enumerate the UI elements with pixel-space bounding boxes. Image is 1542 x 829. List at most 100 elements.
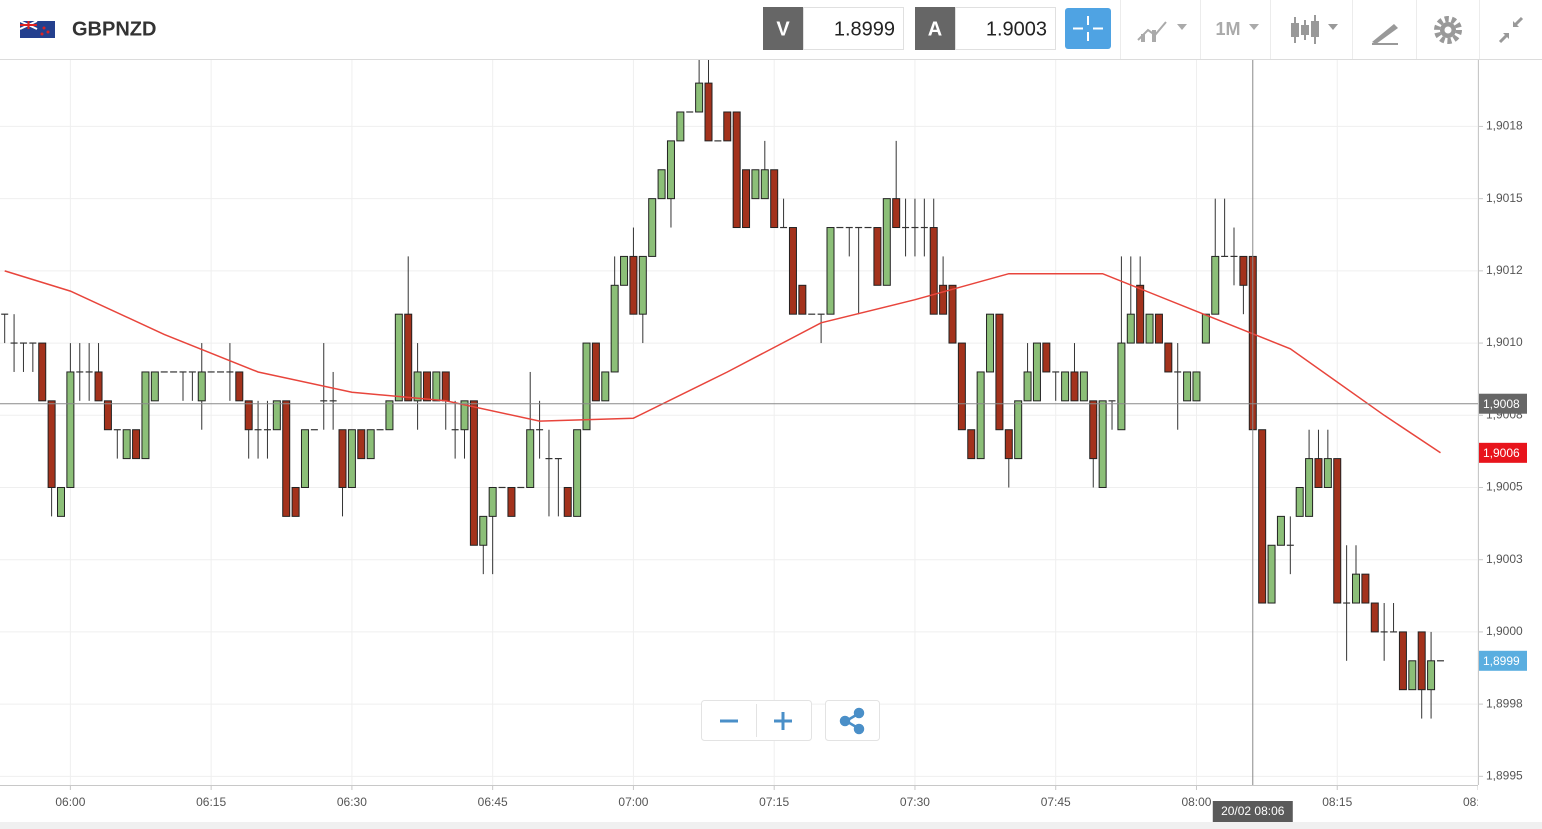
settings-button[interactable] <box>1434 16 1462 44</box>
bid-badge[interactable] <box>763 7 803 50</box>
candle-body <box>1211 255 1220 315</box>
candle-body <box>1201 313 1210 344</box>
candle-body <box>1408 660 1417 691</box>
symbol: GBPNZD <box>72 18 156 40</box>
x-tick-label: 07:45 <box>1041 795 1071 809</box>
y-tick-label: 1,9012 <box>1486 263 1523 277</box>
candle-body <box>1370 602 1379 633</box>
candle-body <box>526 429 535 488</box>
candle-body <box>385 400 394 431</box>
candle-body <box>141 371 150 460</box>
bid-box[interactable] <box>803 7 904 50</box>
candle-body <box>282 400 291 517</box>
moving-average <box>4 270 1441 454</box>
ask-badge[interactable] <box>915 7 955 50</box>
candle-body <box>742 169 751 229</box>
x-tick-label: 07:00 <box>618 795 648 809</box>
y-tick-label: 1,8998 <box>1486 696 1523 710</box>
candle-body <box>38 342 47 402</box>
candle-body <box>347 429 356 488</box>
ask-box[interactable] <box>955 7 1056 50</box>
collapse-button[interactable] <box>1498 16 1524 44</box>
candle-body <box>620 255 629 286</box>
candle-body <box>1323 458 1332 488</box>
candle-body <box>366 429 375 460</box>
candle-body <box>892 198 901 229</box>
candle-body <box>479 515 488 546</box>
candle-body <box>132 429 141 460</box>
candle-body <box>197 371 206 402</box>
candle-body <box>826 227 835 315</box>
candle-body <box>882 198 891 286</box>
candle-body <box>422 371 431 402</box>
candle-body <box>300 429 309 488</box>
candle-body <box>629 255 638 315</box>
toolbar-separators <box>1120 0 1480 59</box>
candle-body <box>873 227 882 286</box>
x-tick-label: 06:45 <box>478 795 508 809</box>
candle-body <box>1333 458 1342 604</box>
x-tick-label: 06:00 <box>55 795 85 809</box>
price-label: 1,9006 <box>1483 446 1520 460</box>
candle-body <box>460 400 469 431</box>
candle-body <box>657 169 666 200</box>
crosshair-x-box <box>1212 801 1293 822</box>
candle-body <box>47 400 56 488</box>
candle-body <box>1070 371 1079 402</box>
crosshair-y-label: 1,9008 <box>1483 397 1520 411</box>
candle-body <box>798 284 807 315</box>
candle-body <box>695 82 704 113</box>
candle-body <box>957 342 966 431</box>
candle-body <box>732 111 741 229</box>
candle-body <box>94 371 103 402</box>
candle-body <box>1154 313 1163 344</box>
candle-body <box>1145 313 1154 344</box>
candle-body <box>986 313 995 373</box>
candle-body <box>1258 429 1267 604</box>
candle-body <box>1023 371 1032 402</box>
timeframe-button[interactable]: 1M <box>1215 19 1259 39</box>
x-tick-label: 06:30 <box>337 795 367 809</box>
share-button[interactable] <box>839 707 865 735</box>
zoom-in[interactable] <box>774 712 792 730</box>
candle-body <box>1305 458 1314 517</box>
chart-type-button[interactable] <box>1137 21 1187 42</box>
bid-price: 1.8999 <box>834 18 895 40</box>
candle-style-button[interactable] <box>1291 15 1338 44</box>
draw-button[interactable] <box>1372 24 1398 45</box>
candle-body <box>1014 400 1023 460</box>
candle-body <box>507 486 516 517</box>
y-tick-label: 1,9000 <box>1486 624 1523 638</box>
candle-body <box>1239 255 1248 286</box>
candle-body <box>103 400 112 431</box>
crosshair-button[interactable] <box>1065 8 1111 49</box>
candle-body <box>1042 342 1051 373</box>
candle-body <box>338 429 347 488</box>
candle-body <box>432 371 441 402</box>
candle-body <box>1098 400 1107 488</box>
ask-price: 1.9003 <box>986 18 1047 40</box>
y-tick-label: 1,9018 <box>1486 119 1523 133</box>
candle-body <box>1417 631 1426 691</box>
candle-body <box>976 371 985 460</box>
candle-body <box>413 371 422 402</box>
y-tick-label: 1,9015 <box>1486 191 1523 205</box>
candle-body <box>770 169 779 229</box>
candle-body <box>1267 544 1276 604</box>
candle-body <box>1004 429 1013 460</box>
candle-body <box>291 486 300 517</box>
candle-body <box>235 371 244 402</box>
candle-body <box>150 371 159 402</box>
candle-body <box>601 371 610 402</box>
bid-label: V <box>776 18 790 40</box>
candle-body <box>760 169 769 200</box>
candle-body <box>788 227 797 315</box>
timeframe: 1M <box>1215 19 1240 39</box>
candle-body <box>1136 284 1145 344</box>
candle-body <box>1117 342 1126 431</box>
candle-body <box>591 342 600 402</box>
y-tick-label: 1,9010 <box>1486 335 1523 349</box>
candle-body <box>610 284 619 373</box>
flag-icon <box>19 20 55 38</box>
